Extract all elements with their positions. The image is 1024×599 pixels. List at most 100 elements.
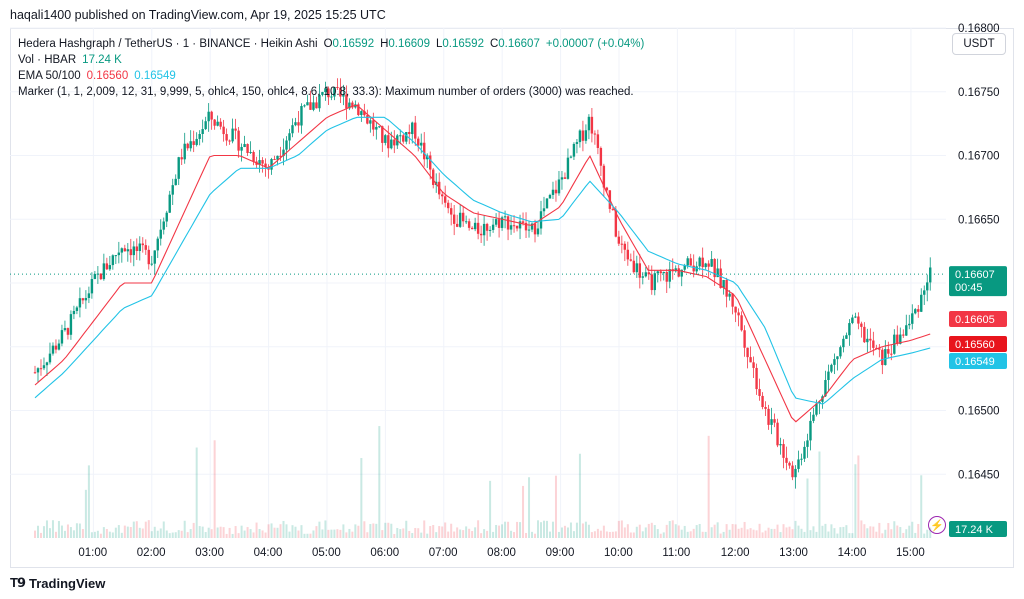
volume-bar [132, 521, 135, 538]
ema-label[interactable]: EMA 50/100 [18, 70, 81, 82]
candle-body [782, 444, 785, 458]
legend-symbol-row: Hedera Hashgraph / TetherUS · 1 · BINANC… [18, 36, 644, 52]
candle-body [72, 310, 76, 315]
volume-bar [818, 451, 821, 538]
volume-bar [602, 525, 605, 538]
volume-bar [788, 526, 791, 538]
candle-body [803, 446, 806, 459]
volume-bar [686, 531, 689, 538]
candle-body [60, 330, 64, 344]
legend-ema-row: EMA 50/100 0.16560 0.16549 [18, 68, 644, 84]
candle-body [638, 263, 642, 278]
volume-bar [554, 475, 557, 538]
candle-body [51, 345, 55, 354]
footer-brand[interactable]: T𝟵 TradingView [10, 575, 105, 591]
candle-body [129, 249, 133, 256]
volume-bar [581, 523, 584, 538]
volume-bar [162, 521, 165, 538]
volume-bar [551, 521, 554, 538]
candle-body [887, 349, 890, 354]
volume-bar [773, 528, 776, 538]
volume-bar [869, 526, 872, 538]
volume-bar [593, 531, 596, 538]
volume-bar [234, 526, 237, 538]
candle-body [180, 157, 183, 160]
candle-body [123, 248, 127, 252]
x-tick-label: 14:00 [838, 547, 867, 559]
x-tick-label: 12:00 [721, 547, 750, 559]
volume-bar [860, 520, 863, 538]
volume-bar [704, 531, 707, 538]
candle-body [572, 143, 576, 157]
candle-body [812, 414, 815, 421]
candle-body [476, 222, 480, 234]
candle-body [620, 243, 624, 245]
open-value: 0.16592 [332, 38, 375, 50]
candle-body [647, 272, 650, 275]
volume-bar [902, 532, 905, 538]
volume-bar [354, 524, 357, 538]
candle-body [695, 266, 698, 272]
candle-body [333, 86, 336, 97]
candle-body [458, 212, 462, 227]
marker-text[interactable]: Marker (1, 1, 2,009, 12, 31, 9,999, 5, o… [18, 86, 634, 98]
candle-body [509, 225, 513, 230]
volume-bar [108, 531, 111, 538]
candle-body [914, 309, 917, 314]
flash-icon[interactable]: ⚡ [928, 516, 946, 534]
symbol-name[interactable]: Hedera Hashgraph / TetherUS · 1 · BINANC… [18, 38, 318, 50]
candle-body [899, 334, 902, 344]
candle-body [929, 267, 932, 283]
candle-body [207, 111, 210, 122]
candle-body [213, 119, 216, 126]
candle-body [629, 259, 633, 261]
volume-bar [917, 523, 920, 538]
volume-bar [447, 531, 450, 538]
volume-bar [267, 524, 270, 538]
candle-body [417, 138, 420, 146]
volume-bar [650, 522, 653, 538]
candle-body [288, 133, 291, 141]
volume-bar [153, 526, 156, 538]
candle-body [788, 462, 791, 466]
y-tick-label: 0.16750 [958, 87, 1000, 99]
candle-body [599, 147, 603, 166]
volume-bar [809, 530, 812, 538]
x-tick-label: 11:00 [662, 547, 690, 559]
candle-body [342, 94, 345, 97]
low-value: 0.16592 [442, 38, 484, 50]
candle-body [54, 345, 58, 350]
ema100-tag: 0.16549 [955, 356, 995, 368]
volume-bar [93, 531, 96, 538]
volume-bar [680, 529, 683, 538]
volume-bar [695, 525, 698, 538]
y-tick-label: 0.16650 [958, 214, 1000, 226]
candle-body [653, 273, 656, 291]
volume-bar [129, 527, 132, 538]
volume-bar [641, 531, 644, 538]
volume-bar [848, 533, 851, 538]
volume-bar [896, 525, 899, 538]
volume-label[interactable]: Vol · HBAR [18, 54, 77, 66]
volume-bar [830, 524, 833, 538]
candle-body [132, 246, 136, 256]
volume-bar [225, 533, 228, 538]
candle-body [800, 458, 803, 460]
volume-bar [84, 489, 87, 538]
candle-body [420, 142, 423, 146]
volume-bar [734, 524, 737, 538]
volume-bar [842, 526, 845, 538]
volume-bar [399, 529, 402, 538]
volume-bar [893, 521, 896, 538]
candle-body [920, 294, 923, 312]
currency-button[interactable]: USDT [952, 33, 1006, 55]
volume-bar [920, 475, 923, 538]
candle-body [186, 143, 189, 149]
candle-body [623, 243, 627, 250]
candle-body [557, 179, 561, 194]
candle-body [210, 111, 213, 120]
candle-body [656, 271, 659, 274]
y-tick-label: 0.16500 [958, 406, 1000, 418]
volume-bar [875, 531, 878, 538]
